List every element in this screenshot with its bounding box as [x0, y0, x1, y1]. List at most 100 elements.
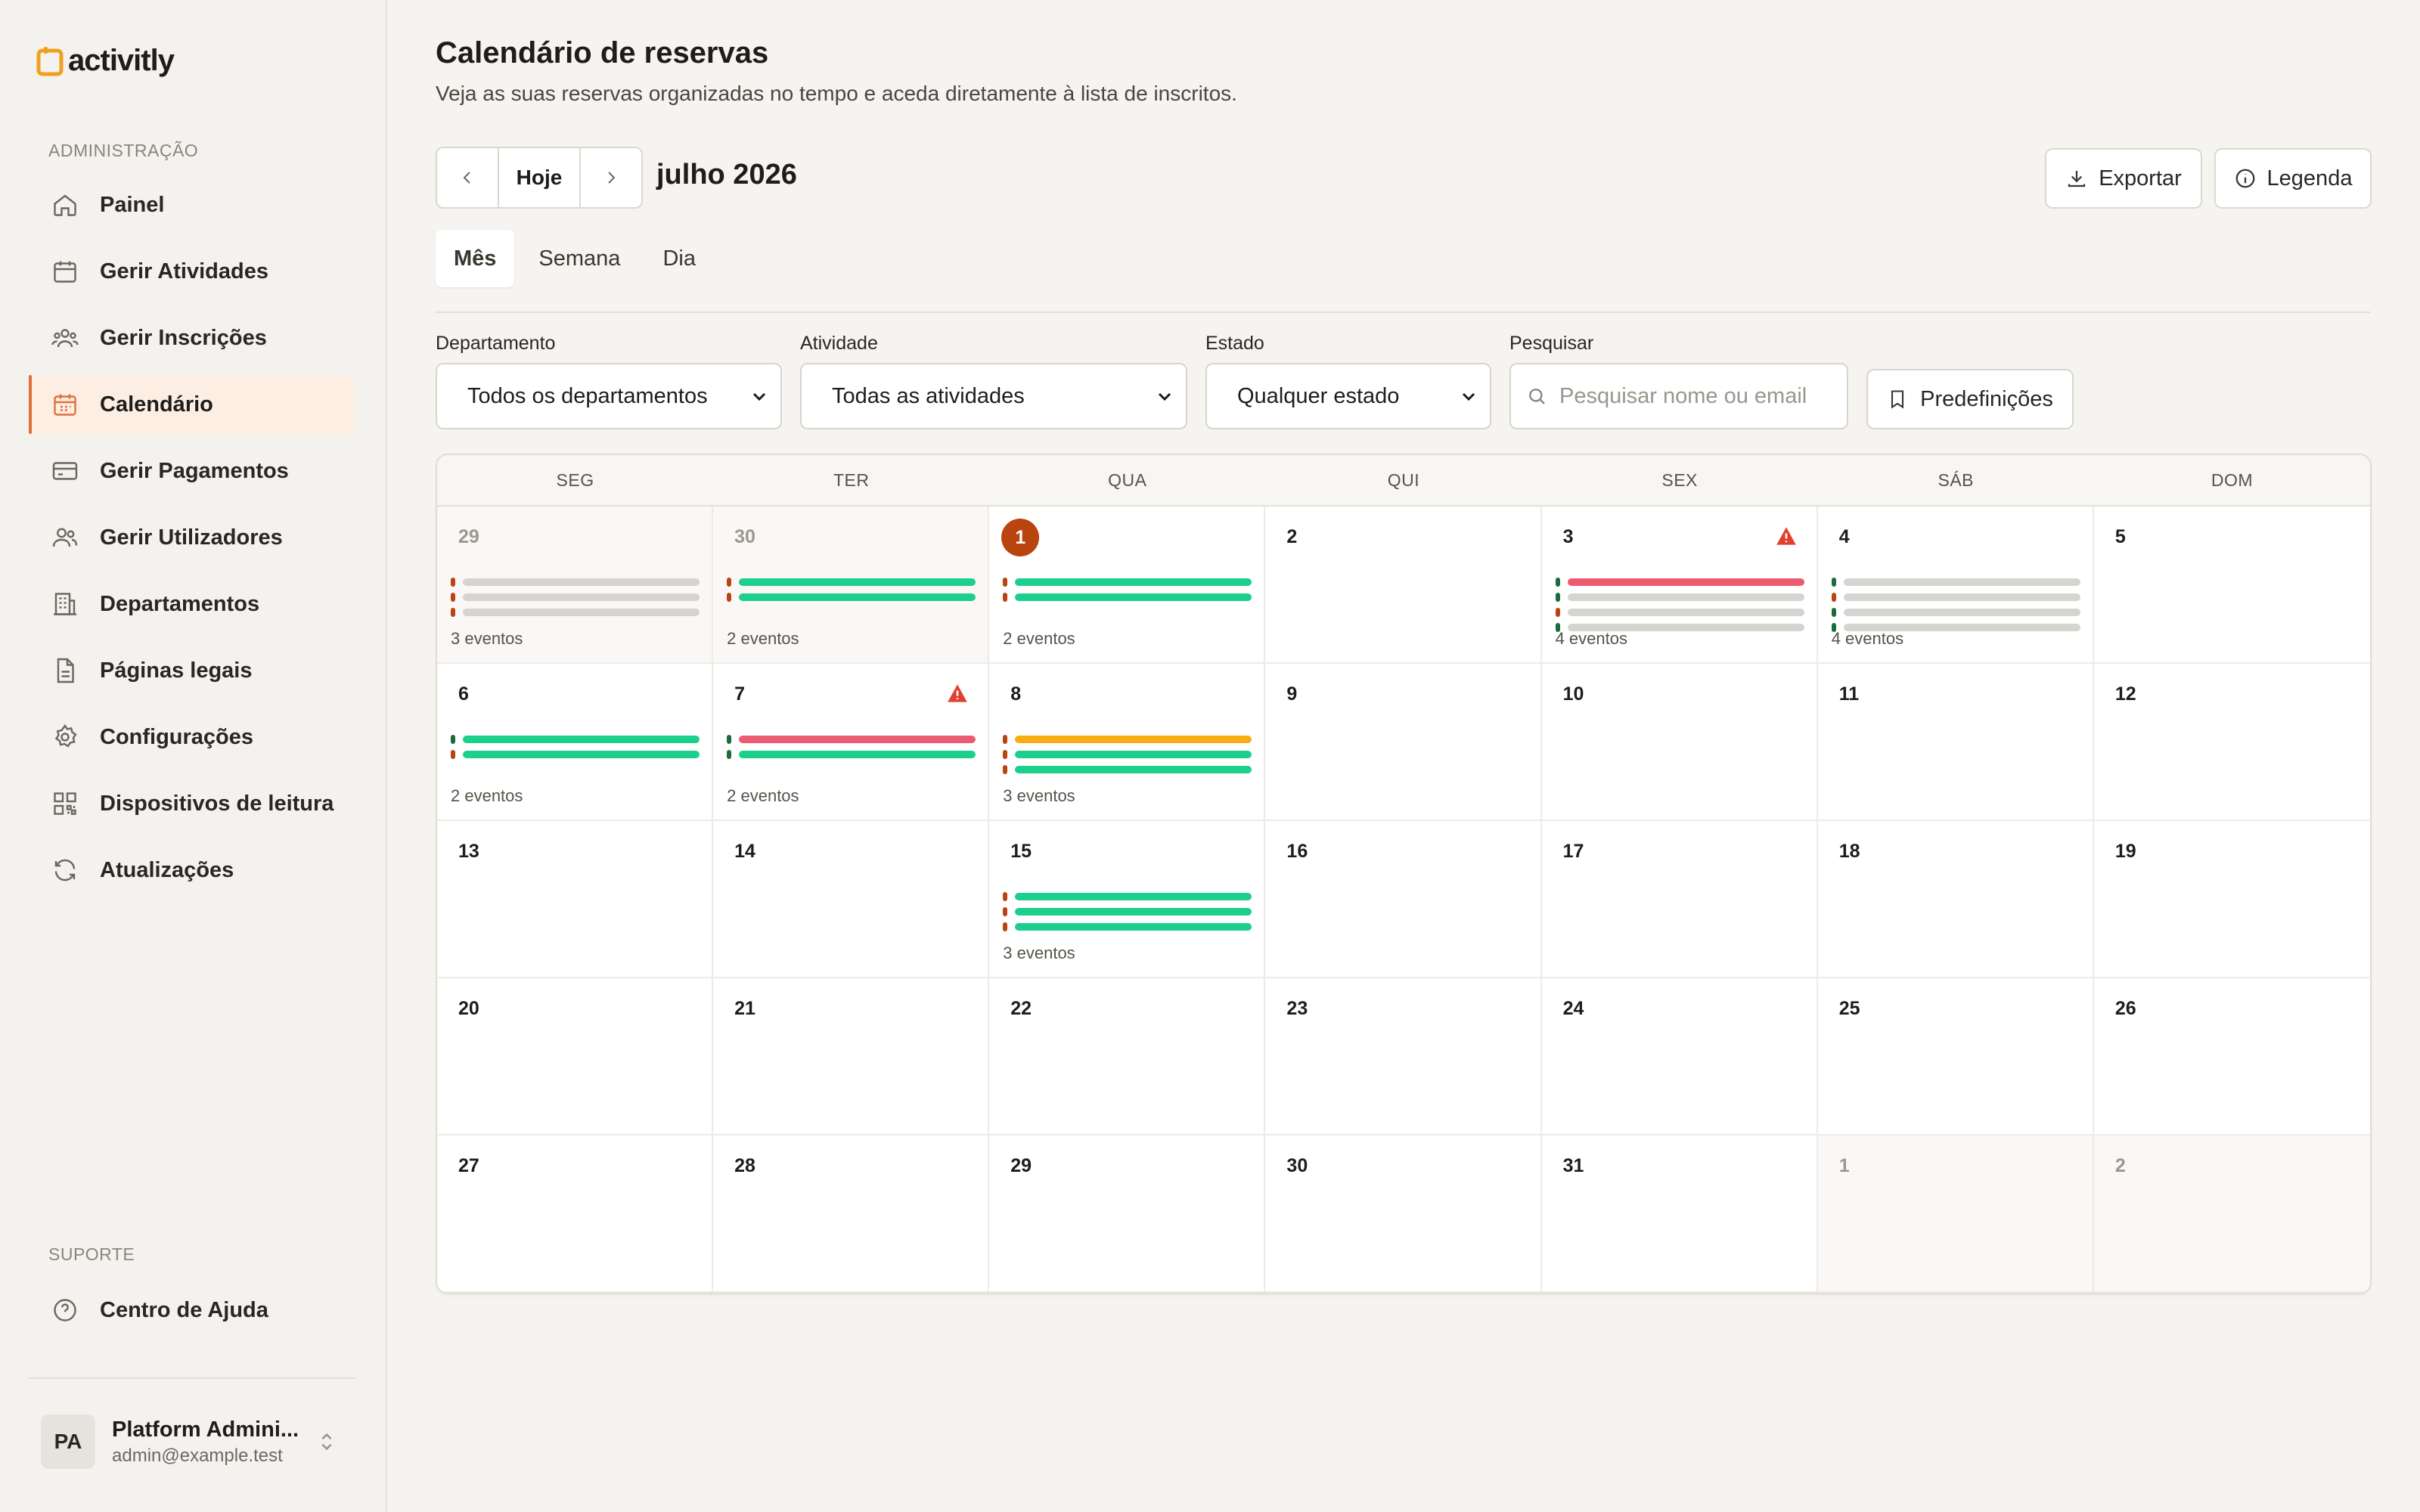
calendar-day-cell[interactable]: 28: [713, 1136, 990, 1293]
search-input[interactable]: Pesquisar nome ou email: [1509, 363, 1848, 429]
event-bar[interactable]: [1555, 578, 1804, 587]
event-bar[interactable]: [1831, 623, 2080, 632]
calendar-day-cell[interactable]: 18: [1817, 821, 2094, 978]
event-bar[interactable]: [727, 750, 976, 759]
calendar-day-cell[interactable]: 21: [713, 978, 990, 1136]
calendar-day-cell[interactable]: 19: [2093, 821, 2370, 978]
event-bar[interactable]: [1003, 892, 1252, 901]
sidebar-item-configuracoes[interactable]: Configurações: [29, 708, 354, 767]
calendar-day-cell[interactable]: 20: [437, 978, 714, 1136]
legend-button[interactable]: Legenda: [2214, 148, 2372, 209]
next-month-button[interactable]: [581, 148, 641, 207]
calendar-day-cell[interactable]: 23: [1265, 978, 1542, 1136]
calendar-day-cell[interactable]: 24: [1541, 978, 1818, 1136]
calendar-day-cell[interactable]: 5: [2093, 507, 2370, 664]
sidebar-item-centro-de-ajuda[interactable]: Centro de Ajuda: [29, 1281, 354, 1340]
calendar-day-cell[interactable]: 29: [989, 1136, 1266, 1293]
calendar-day-cell[interactable]: 9: [1265, 664, 1542, 821]
calendar-day-cell[interactable]: 2: [1265, 507, 1542, 664]
app-logo[interactable]: activitly: [36, 44, 175, 78]
calendar-day-cell[interactable]: 11: [1817, 664, 2094, 821]
sidebar-item-label: Páginas legais: [100, 658, 253, 683]
event-bar[interactable]: [451, 750, 700, 759]
calendar-day-cell[interactable]: 13: [437, 821, 714, 978]
calendar-day-cell[interactable]: 4 4 eventos: [1817, 507, 2094, 664]
sidebar-item-painel[interactable]: Painel: [29, 175, 354, 234]
calendar-day-cell[interactable]: 26: [2093, 978, 2370, 1136]
event-bar[interactable]: [451, 735, 700, 744]
calendar-day-cell[interactable]: 17: [1541, 821, 1818, 978]
event-bar[interactable]: [1003, 765, 1252, 774]
calendar-day-cell[interactable]: 10: [1541, 664, 1818, 821]
calendar-day-cell[interactable]: 6 2 eventos: [437, 664, 714, 821]
calendar-day-cell[interactable]: 1: [1817, 1136, 2094, 1293]
calendar-day-cell[interactable]: 1 2 eventos: [989, 507, 1266, 664]
event-bar[interactable]: [1003, 922, 1252, 931]
calendar-day-cell[interactable]: 15 3 eventos: [989, 821, 1266, 978]
calendar-day-cell[interactable]: 16: [1265, 821, 1542, 978]
event-bar[interactable]: [1003, 735, 1252, 744]
event-status-dot: [1003, 750, 1008, 759]
home-icon: [54, 194, 76, 216]
calendar-day-cell[interactable]: 22: [989, 978, 1266, 1136]
event-bar[interactable]: [727, 735, 976, 744]
event-bar[interactable]: [451, 578, 700, 587]
event-bar-fill: [1015, 736, 1252, 743]
event-bar[interactable]: [727, 593, 976, 602]
tab-dia[interactable]: Dia: [662, 246, 696, 271]
sidebar-item-gerir-atividades[interactable]: Gerir Atividades: [29, 242, 354, 301]
calendar-day-cell[interactable]: 30 2 eventos: [713, 507, 990, 664]
today-button[interactable]: Hoje: [498, 148, 581, 207]
sidebar-item-dispositivos-de-leitura[interactable]: Dispositivos de leitura: [29, 774, 354, 833]
event-bar[interactable]: [1003, 578, 1252, 587]
calendar-day-cell[interactable]: 25: [1817, 978, 2094, 1136]
event-bar[interactable]: [1003, 907, 1252, 916]
sidebar-item-paginas-legais[interactable]: Páginas legais: [29, 641, 354, 700]
warning-icon[interactable]: [1776, 526, 1797, 546]
calendar-day-cell[interactable]: 2: [2093, 1136, 2370, 1293]
tab-mes[interactable]: Mês: [436, 230, 515, 287]
presets-button[interactable]: Predefinições: [1866, 369, 2074, 429]
export-label: Exportar: [2099, 166, 2182, 191]
sidebar-item-gerir-pagamentos[interactable]: Gerir Pagamentos: [29, 442, 354, 500]
calendar-day-cell[interactable]: 14: [713, 821, 990, 978]
event-bar[interactable]: [451, 608, 700, 617]
calendar-day-cell[interactable]: 27: [437, 1136, 714, 1293]
department-select-value: Todos os departamentos: [467, 383, 708, 408]
sidebar-item-departamentos[interactable]: Departamentos: [29, 575, 354, 634]
user-menu[interactable]: PA Platform Admini... admin@example.test: [41, 1414, 343, 1470]
event-count: 2 eventos: [727, 629, 799, 648]
sidebar-item-gerir-utilizadores[interactable]: Gerir Utilizadores: [29, 508, 354, 567]
calendar-day-cell[interactable]: 7 2 eventos: [713, 664, 990, 821]
status-select[interactable]: Qualquer estado: [1205, 363, 1491, 429]
calendar-day-cell[interactable]: 30: [1265, 1136, 1542, 1293]
event-bar[interactable]: [1831, 578, 2080, 587]
day-number: 29: [458, 526, 479, 547]
event-bar[interactable]: [451, 593, 700, 602]
sidebar-item-label: Painel: [100, 192, 165, 217]
calendar-day-cell[interactable]: 8 3 eventos: [989, 664, 1266, 821]
calendar-day-cell[interactable]: 29 3 eventos: [437, 507, 714, 664]
sidebar-item-atualizacoes[interactable]: Atualizações: [29, 841, 354, 900]
event-bar[interactable]: [1003, 593, 1252, 602]
activity-select[interactable]: Todas as atividades: [800, 363, 1187, 429]
day-number: 31: [1562, 1155, 1584, 1176]
calendar-day-cell[interactable]: 12: [2093, 664, 2370, 821]
tab-semana[interactable]: Semana: [538, 246, 621, 271]
event-bar[interactable]: [1831, 608, 2080, 617]
event-bar[interactable]: [1003, 750, 1252, 759]
warning-icon[interactable]: [947, 683, 968, 703]
event-bar[interactable]: [1555, 623, 1804, 632]
event-bar[interactable]: [1555, 608, 1804, 617]
calendar-day-cell[interactable]: 31: [1541, 1136, 1818, 1293]
event-bar[interactable]: [1555, 593, 1804, 602]
calendar-day-cell[interactable]: 3 4 eventos: [1541, 507, 1818, 664]
prev-month-button[interactable]: [437, 148, 498, 207]
department-filter-label: Departamento: [436, 333, 556, 354]
export-button[interactable]: Exportar: [2045, 148, 2202, 209]
event-bar[interactable]: [727, 578, 976, 587]
department-select[interactable]: Todos os departamentos: [436, 363, 782, 429]
event-bar[interactable]: [1831, 593, 2080, 602]
sidebar-item-calendario[interactable]: Calendário: [29, 375, 354, 434]
sidebar-item-gerir-inscricoes[interactable]: Gerir Inscrições: [29, 308, 354, 367]
